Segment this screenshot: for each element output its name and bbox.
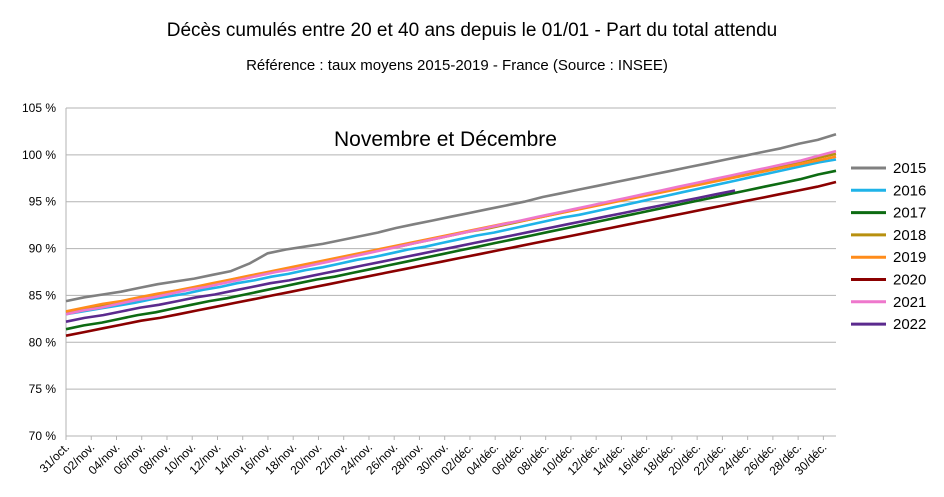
- grid: [65, 107, 836, 437]
- series-line-2021: [65, 149, 837, 316]
- legend-label-2015: 2015: [893, 160, 926, 177]
- y-axis-ticks: 70 % 75 % 80 % 85 % 90 % 95 % 100 % 105 %: [22, 101, 56, 443]
- y-tick-label: 100 %: [22, 148, 56, 162]
- legend-label-2017: 2017: [893, 205, 926, 222]
- y-tick-label: 90 %: [29, 242, 57, 256]
- series-line-2022: [65, 189, 736, 323]
- series-line-2017: [65, 169, 837, 331]
- series-lines: [65, 132, 837, 337]
- legend-label-2020: 2020: [893, 272, 926, 289]
- y-tick-label: 105 %: [22, 101, 56, 115]
- series-line-2020: [65, 180, 837, 337]
- chart-annotation: Novembre et Décembre: [334, 128, 557, 151]
- legend-label-2016: 2016: [893, 182, 926, 199]
- legend-label-2019: 2019: [893, 249, 926, 266]
- y-tick-label: 95 %: [29, 195, 57, 209]
- legend-label-2021: 2021: [893, 294, 926, 311]
- y-tick-label: 85 %: [29, 288, 57, 302]
- y-tick-label: 70 %: [29, 429, 57, 443]
- legend: 2015 2016 2017 2018 2019 2020 2021 2022: [851, 160, 926, 333]
- series-line-2019: [65, 155, 837, 313]
- legend-label-2018: 2018: [893, 227, 926, 244]
- series-line-2016: [65, 158, 837, 316]
- legend-label-2022: 2022: [893, 316, 926, 333]
- y-tick-label: 80 %: [29, 335, 57, 349]
- x-axis-ticks: 31/oct.02/nov.04/nov.06/nov.08/nov.10/no…: [37, 436, 829, 478]
- chart-subtitle: Référence : taux moyens 2015-2019 - Fran…: [246, 57, 668, 74]
- chart-title: Décès cumulés entre 20 et 40 ans depuis …: [166, 20, 778, 41]
- y-tick-label: 75 %: [29, 382, 57, 396]
- series-line-2015: [65, 132, 837, 303]
